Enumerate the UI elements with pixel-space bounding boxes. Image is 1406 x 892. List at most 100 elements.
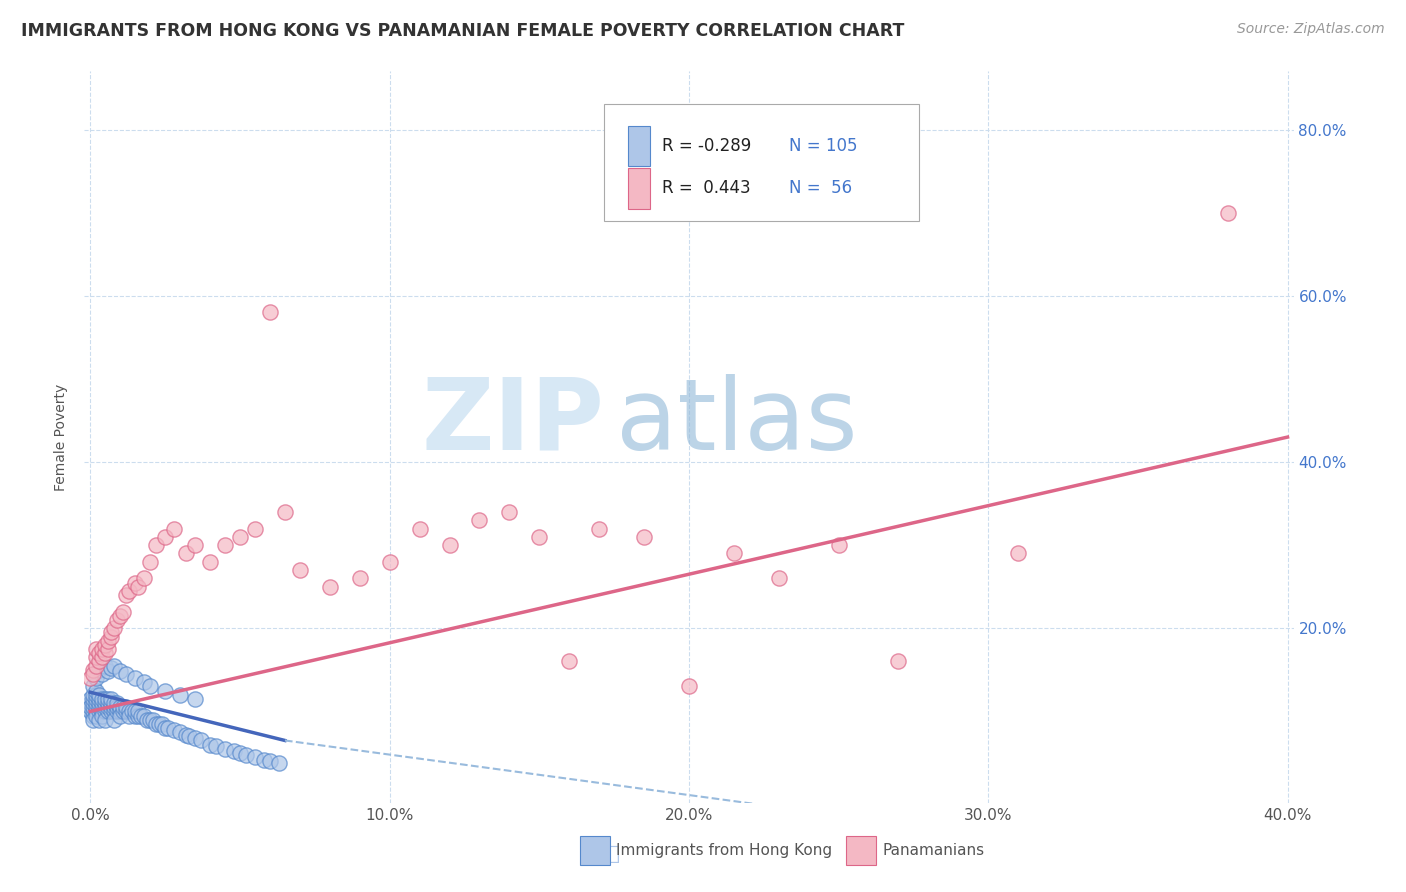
Point — [94, 638, 117, 652]
Point — [174, 728, 197, 742]
Point — [157, 721, 180, 735]
Point — [115, 588, 138, 602]
Point — [91, 705, 114, 719]
Point — [89, 705, 111, 719]
Point — [82, 663, 104, 677]
Point — [153, 530, 176, 544]
Point — [139, 555, 162, 569]
Point — [100, 700, 122, 714]
Point — [86, 658, 108, 673]
Point — [94, 658, 117, 673]
Point — [79, 696, 101, 710]
Point — [89, 663, 111, 677]
Point — [97, 705, 120, 719]
Point — [145, 716, 167, 731]
Point — [134, 675, 156, 690]
Point — [253, 753, 276, 767]
Point — [118, 708, 141, 723]
Point — [86, 708, 108, 723]
Point — [82, 708, 104, 723]
Point — [678, 680, 700, 694]
Point — [100, 625, 122, 640]
Point — [89, 696, 111, 710]
Point — [94, 692, 117, 706]
Point — [86, 696, 108, 710]
FancyBboxPatch shape — [605, 104, 918, 221]
Point — [115, 705, 138, 719]
Point — [163, 723, 186, 737]
Point — [184, 692, 207, 706]
Point — [288, 563, 311, 577]
Point — [174, 546, 197, 560]
Text: atlas: atlas — [616, 374, 858, 471]
Text: Source: ZipAtlas.com: Source: ZipAtlas.com — [1237, 22, 1385, 37]
Text: Panamanians: Panamanians — [883, 843, 984, 858]
Point — [86, 692, 108, 706]
Point — [529, 530, 551, 544]
Point — [243, 521, 266, 535]
Point — [91, 650, 114, 665]
Point — [89, 713, 111, 727]
Point — [588, 521, 610, 535]
Point — [267, 756, 290, 770]
Point — [89, 655, 111, 669]
Point — [468, 513, 491, 527]
Text: □: □ — [600, 844, 621, 864]
Point — [89, 646, 111, 660]
Point — [79, 692, 101, 706]
Text: N =  56: N = 56 — [789, 179, 852, 197]
Point — [110, 700, 132, 714]
Text: R =  0.443: R = 0.443 — [662, 179, 751, 197]
Point — [82, 688, 104, 702]
Point — [229, 530, 252, 544]
Point — [94, 646, 117, 660]
Point — [100, 696, 122, 710]
Point — [100, 705, 122, 719]
Point — [887, 655, 910, 669]
Point — [134, 571, 156, 585]
Point — [118, 705, 141, 719]
Point — [86, 688, 108, 702]
FancyBboxPatch shape — [846, 836, 876, 865]
Point — [112, 700, 135, 714]
Point — [100, 692, 122, 706]
Point — [100, 661, 122, 675]
Point — [94, 696, 117, 710]
Point — [91, 708, 114, 723]
Text: ZIP: ZIP — [422, 374, 605, 471]
Point — [127, 705, 149, 719]
Point — [86, 700, 108, 714]
Point — [86, 671, 108, 685]
Point — [105, 613, 128, 627]
Point — [205, 739, 228, 754]
Point — [89, 700, 111, 714]
Point — [349, 571, 371, 585]
Point — [115, 700, 138, 714]
Text: Immigrants from Hong Kong: Immigrants from Hong Kong — [616, 843, 832, 858]
Y-axis label: Female Poverty: Female Poverty — [55, 384, 69, 491]
FancyBboxPatch shape — [628, 169, 650, 209]
Point — [214, 538, 236, 552]
Point — [103, 621, 125, 635]
Point — [163, 521, 186, 535]
Point — [97, 696, 120, 710]
Text: R = -0.289: R = -0.289 — [662, 137, 752, 155]
Point — [124, 705, 146, 719]
Point — [94, 713, 117, 727]
Point — [153, 683, 176, 698]
Point — [274, 505, 297, 519]
Point — [768, 571, 790, 585]
Point — [103, 705, 125, 719]
Point — [82, 705, 104, 719]
Point — [319, 580, 342, 594]
Point — [408, 521, 430, 535]
FancyBboxPatch shape — [628, 126, 650, 167]
Point — [100, 630, 122, 644]
Point — [235, 747, 257, 762]
Point — [82, 692, 104, 706]
Point — [82, 696, 104, 710]
Point — [145, 538, 167, 552]
Point — [558, 655, 581, 669]
Point — [94, 705, 117, 719]
Text: N = 105: N = 105 — [789, 137, 858, 155]
